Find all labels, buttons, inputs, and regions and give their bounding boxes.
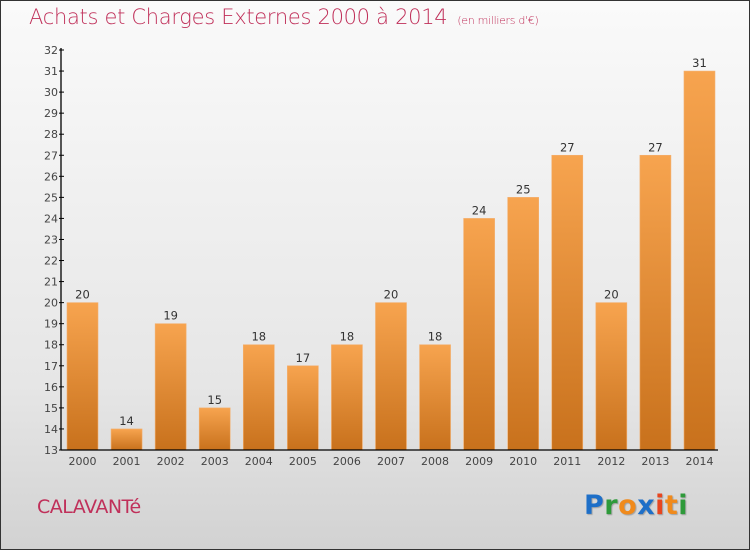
data-label-2005: 17 xyxy=(296,351,311,365)
x-tick-label-2010: 2010 xyxy=(509,455,537,468)
x-tick-label-2011: 2011 xyxy=(553,455,581,468)
y-tick-label-27: 27 xyxy=(44,149,58,162)
y-tick-label-17: 17 xyxy=(44,360,58,373)
data-label-2010: 25 xyxy=(516,182,531,196)
logo-letter: i xyxy=(678,490,689,521)
y-tick-label-29: 29 xyxy=(44,107,58,120)
x-tick-label-2014: 2014 xyxy=(685,455,713,468)
y-tick-label-16: 16 xyxy=(44,381,58,394)
y-tick-label-28: 28 xyxy=(44,128,58,141)
x-tick-label-2009: 2009 xyxy=(465,455,493,468)
y-tick-label-22: 22 xyxy=(44,255,58,268)
x-tick-label-2004: 2004 xyxy=(245,455,273,468)
logo-letter: x xyxy=(637,490,656,521)
x-tick-label-2007: 2007 xyxy=(377,455,405,468)
x-tick-label-2003: 2003 xyxy=(201,455,229,468)
x-tick-label-2013: 2013 xyxy=(641,455,669,468)
data-label-2013: 27 xyxy=(648,140,663,154)
data-label-2007: 20 xyxy=(384,288,399,302)
data-label-2000: 20 xyxy=(75,288,90,302)
x-tick-label-2012: 2012 xyxy=(597,455,625,468)
y-tick-label-18: 18 xyxy=(44,339,58,352)
bar-2000 xyxy=(66,302,99,451)
logo-letter: i xyxy=(655,490,665,521)
chart-title: Achats et Charges Externes 2000 à 2014 (e… xyxy=(29,5,539,29)
y-tick-label-13: 13 xyxy=(44,444,58,457)
commune-name: CALAVANTé xyxy=(37,496,141,518)
logo-letter: P xyxy=(584,490,605,521)
data-label-2009: 24 xyxy=(472,203,487,217)
x-tick-label-2006: 2006 xyxy=(333,455,361,468)
x-tick-label-2001: 2001 xyxy=(113,455,141,468)
y-tick-label-26: 26 xyxy=(44,170,58,183)
logo-letter: o xyxy=(618,490,638,521)
bar-2012 xyxy=(595,302,628,451)
bar-2013 xyxy=(639,154,672,451)
data-label-2011: 27 xyxy=(560,140,575,154)
x-tick-label-2002: 2002 xyxy=(157,455,185,468)
bar-2009 xyxy=(463,218,495,451)
logo-letter: t xyxy=(664,490,679,521)
y-tick-label-20: 20 xyxy=(44,297,58,310)
bar-2005 xyxy=(287,365,319,451)
y-tick-label-31: 31 xyxy=(44,65,58,78)
bar-2001 xyxy=(110,428,143,451)
y-tick-label-32: 32 xyxy=(44,44,58,57)
data-label-2014: 31 xyxy=(692,56,707,70)
y-tick-label-14: 14 xyxy=(44,423,58,436)
bar-2008 xyxy=(419,344,451,451)
proxiti-logo: Proxiti xyxy=(584,490,688,521)
logo-letter: r xyxy=(604,490,619,521)
bar-2007 xyxy=(375,302,407,451)
bar-2006 xyxy=(331,344,363,451)
data-label-2002: 19 xyxy=(163,309,178,323)
data-label-2012: 20 xyxy=(604,288,619,302)
bar-2014 xyxy=(683,70,716,451)
y-tick-label-19: 19 xyxy=(44,318,58,331)
y-tick-label-21: 21 xyxy=(44,276,58,289)
bar-2010 xyxy=(507,197,540,451)
data-label-2006: 18 xyxy=(340,330,355,344)
data-label-2004: 18 xyxy=(251,330,266,344)
bar-2004 xyxy=(242,344,275,451)
y-tick-label-23: 23 xyxy=(44,233,58,246)
bar-2011 xyxy=(551,154,584,451)
x-tick-label-2008: 2008 xyxy=(421,455,449,468)
x-tick-label-2005: 2005 xyxy=(289,455,317,468)
y-tick-label-30: 30 xyxy=(44,86,58,99)
y-tick-label-24: 24 xyxy=(44,212,58,225)
data-label-2008: 18 xyxy=(428,330,443,344)
data-label-2003: 15 xyxy=(207,393,222,407)
title-text: Achats et Charges Externes 2000 à 2014 xyxy=(29,5,448,29)
bar-2002 xyxy=(154,323,187,451)
data-label-2001: 14 xyxy=(119,414,134,428)
y-tick-label-25: 25 xyxy=(44,191,58,204)
y-tick-label-15: 15 xyxy=(44,402,58,415)
x-tick-label-2000: 2000 xyxy=(69,455,97,468)
bar-2003 xyxy=(198,407,231,451)
chart-subtitle: (en milliers d'€) xyxy=(457,14,539,27)
